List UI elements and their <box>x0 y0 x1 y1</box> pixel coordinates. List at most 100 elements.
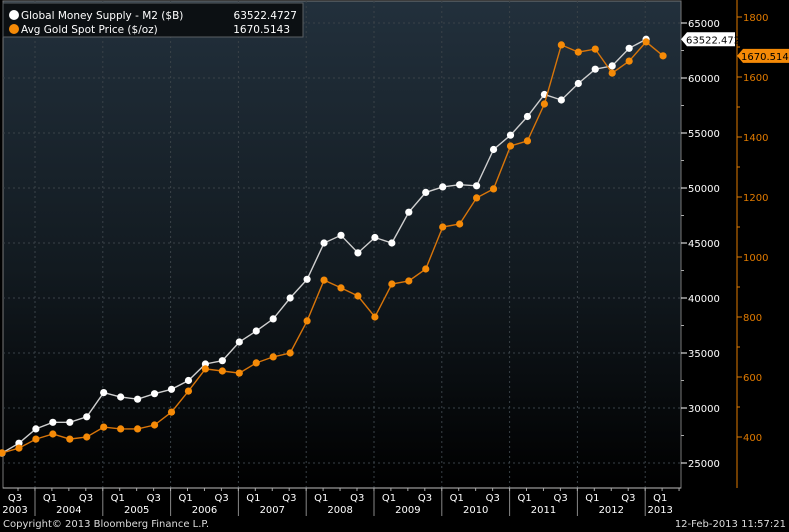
data-point-m2 <box>557 96 565 104</box>
data-point-gold <box>15 444 23 452</box>
y-right-tick-label: 600 <box>743 373 762 384</box>
data-point-gold <box>354 292 362 300</box>
x-year-label: 2012 <box>599 505 624 516</box>
data-point-gold <box>66 435 74 443</box>
data-point-gold <box>150 421 159 429</box>
x-quarter-label: Q1 <box>517 493 531 504</box>
y-right-tick-label: 400 <box>743 433 762 444</box>
data-point-m2 <box>625 44 633 52</box>
x-year-label: 2006 <box>192 505 217 516</box>
x-axis: Q3 Q1 Q3 Q1 Q3 Q1 Q3 Q1 Q3 Q1 Q3 Q1 Q3 Q1 Q3 Q1 Q3 Q1 Q3 Q1… <box>2 487 681 516</box>
y-axis-right: 400 600 800 1000 1200 1400 1600 1800 <box>736 0 768 488</box>
x-year-label: 2013 <box>647 505 672 516</box>
data-point-gold <box>625 57 633 65</box>
timestamp: 12-Feb-2013 11:57:21 <box>675 519 786 530</box>
data-point-gold <box>320 276 328 284</box>
data-point-m2 <box>303 275 311 283</box>
x-quarter-label: Q3 <box>79 493 93 504</box>
data-point-m2 <box>117 393 125 401</box>
x-quarter-label: Q1 <box>314 493 328 504</box>
y-left-tick-label: 25000 <box>688 459 720 470</box>
y-right-tick-label: 1000 <box>743 253 768 264</box>
legend-marker-gold <box>9 24 19 34</box>
data-point-m2 <box>83 413 91 421</box>
y-left-tick-label: 35000 <box>688 349 720 360</box>
x-quarter-label: Q3 <box>214 493 228 504</box>
data-point-m2 <box>456 181 464 189</box>
data-point-m2 <box>100 389 108 397</box>
data-point-m2 <box>506 131 515 139</box>
data-point-m2 <box>591 65 599 73</box>
data-point-gold <box>0 449 6 457</box>
y-right-tick-label: 800 <box>743 313 762 324</box>
legend-value-gold: 1670.5143 <box>233 24 290 36</box>
data-point-m2 <box>150 390 159 398</box>
y-axis-left: 25000 30000 35000 40000 45000 50000 55000 60000… <box>681 19 720 470</box>
y-left-tick-label: 45000 <box>688 239 720 250</box>
x-quarter-label: Q1 <box>585 493 599 504</box>
data-point-m2 <box>49 418 57 426</box>
data-point-gold <box>608 69 616 77</box>
data-point-gold <box>371 313 379 321</box>
data-point-m2 <box>32 425 40 433</box>
data-point-m2 <box>388 239 396 247</box>
x-quarter-label: Q3 <box>350 493 364 504</box>
data-point-m2 <box>439 183 447 191</box>
data-point-m2 <box>320 239 328 247</box>
data-point-m2 <box>422 188 430 196</box>
data-point-gold <box>439 223 447 231</box>
x-year-label: 2007 <box>260 505 285 516</box>
data-point-gold <box>117 425 125 433</box>
data-point-gold <box>574 48 582 56</box>
y-right-tick-label: 1600 <box>743 73 768 84</box>
x-year-label: 2011 <box>531 505 556 516</box>
data-point-gold <box>388 280 396 288</box>
x-quarter-label: Q1 <box>382 493 396 504</box>
data-point-gold <box>32 435 40 443</box>
data-point-m2 <box>252 327 260 335</box>
y-right-tick-label: 1800 <box>743 13 768 24</box>
data-point-gold <box>218 367 226 375</box>
data-point-m2 <box>66 418 74 426</box>
legend: Global Money Supply - M2 ($B) 63522.4727… <box>2 2 304 38</box>
data-point-gold <box>506 142 515 150</box>
legend-label-gold: Avg Gold Spot Price ($/oz) <box>21 24 158 36</box>
x-quarter-label: Q3 <box>282 493 296 504</box>
data-point-m2 <box>218 357 226 365</box>
data-point-gold <box>269 353 277 361</box>
x-quarter-label: Q1 <box>450 493 464 504</box>
data-point-m2 <box>337 231 345 239</box>
data-point-gold <box>540 100 549 108</box>
legend-label-m2: Global Money Supply - M2 ($B) <box>21 10 183 22</box>
y-left-tick-label: 40000 <box>688 294 720 305</box>
x-quarter-label: Q1 <box>178 493 192 504</box>
data-point-gold <box>252 359 260 367</box>
data-point-gold <box>167 408 176 416</box>
x-year-label: 2008 <box>327 505 352 516</box>
legend-marker-m2 <box>9 10 19 20</box>
x-quarter-label: Q3 <box>418 493 432 504</box>
data-point-m2 <box>354 249 362 257</box>
x-year-label: 2003 <box>2 505 27 516</box>
x-year-label: 2010 <box>463 505 488 516</box>
x-quarter-label: Q3 <box>553 493 567 504</box>
x-year-label: 2009 <box>395 505 420 516</box>
data-point-m2 <box>473 182 481 190</box>
data-point-m2 <box>235 338 243 346</box>
data-point-gold <box>659 52 667 60</box>
data-point-gold <box>337 284 345 292</box>
data-point-m2 <box>269 315 277 323</box>
y-left-tick-label: 60000 <box>688 74 720 85</box>
data-point-m2 <box>371 233 379 242</box>
data-point-gold <box>557 41 565 49</box>
x-quarter-label: Q3 <box>621 493 635 504</box>
last-value-tags: 63522.4727 1670.5143 <box>681 32 789 63</box>
x-quarter-label: Q1 <box>246 493 260 504</box>
x-quarter-label: Q1 <box>111 493 125 504</box>
x-quarter-label: Q1 <box>653 493 667 504</box>
data-point-gold <box>201 365 209 373</box>
series-layer <box>0 35 667 457</box>
data-point-gold <box>49 430 57 438</box>
data-point-gold <box>184 387 193 395</box>
